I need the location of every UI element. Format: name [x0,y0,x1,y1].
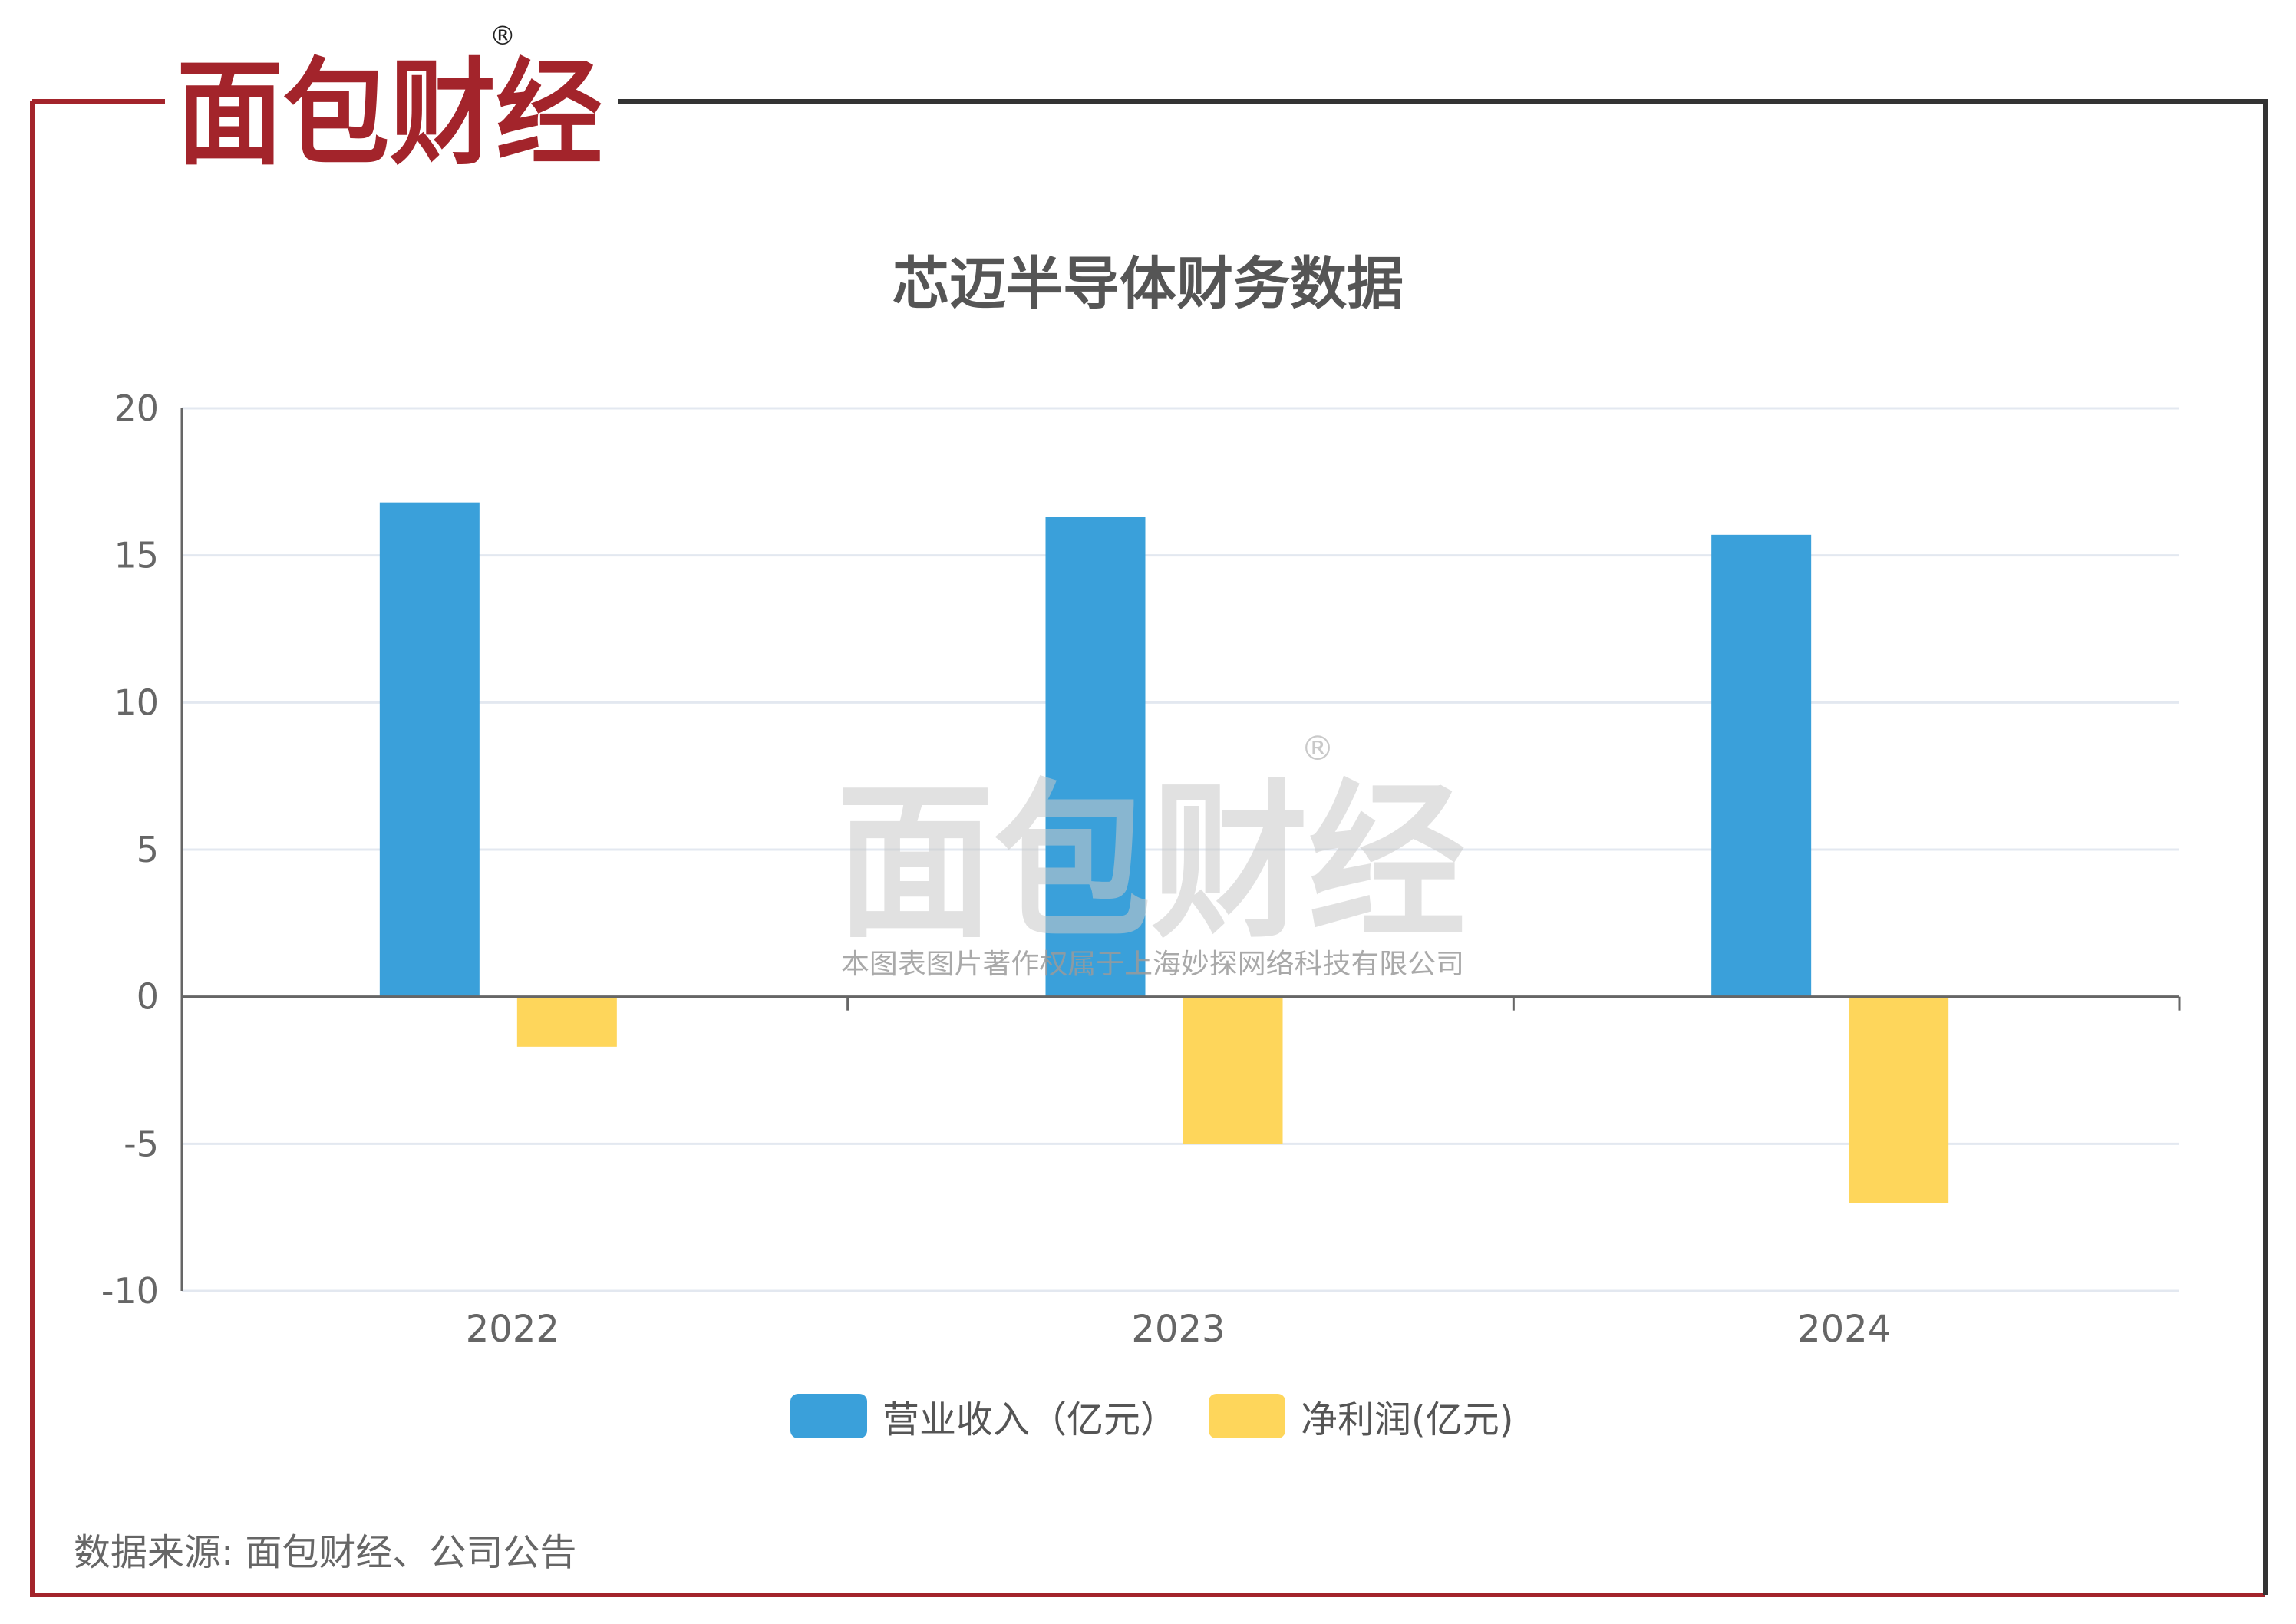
plot-area: 20 15 10 5 0 -5 -10 2022 2023 2024 [101,388,2181,1351]
registered-mark: ® [490,21,516,51]
source-note: 数据来源: 面包财经、公司公告 [74,1531,577,1574]
x-tick-label: 2024 [1797,1308,1891,1351]
y-tick-label: 5 [137,829,159,870]
chart-title: 芯迈半导体财务数据 [892,251,1404,317]
bar-net-profit [1849,996,1949,1203]
watermark-registered-mark: ® [1301,729,1334,768]
bar-revenue [1045,517,1146,997]
frame-border-left [30,101,2265,1597]
watermark-logo-text: 面包财经 [836,764,1466,961]
bar-net-profit [1183,996,1283,1144]
y-tick-label: -5 [124,1123,159,1164]
legend: 营业收入（亿元） 净利润(亿元) [0,1389,2296,1443]
header-logo-text: 面包财经 [176,48,602,181]
legend-swatch-revenue [790,1394,867,1438]
y-tick-label: 10 [114,682,159,723]
y-tick-label: 20 [114,388,159,429]
header-logo: 面包财经 ® [173,21,618,181]
x-tick-label: 2023 [1131,1308,1225,1351]
y-tick-label: 15 [114,535,159,576]
watermark-caption: 本图表图片著作权属于上海妙探网络科技有限公司 [841,949,1464,980]
legend-item-net-profit[interactable]: 净利润(亿元) [1209,1389,1513,1443]
y-tick-label: -10 [101,1270,159,1312]
bar-revenue [1711,534,1812,997]
x-tick-label: 2022 [466,1308,559,1351]
watermark: 面包财经 ® 本图表图片著作权属于上海妙探网络科技有限公司 [836,729,1466,980]
bar-net-profit [516,996,617,1047]
legend-label-net-profit: 净利润(亿元) [1301,1398,1514,1441]
legend-label-revenue: 营业收入（亿元） [882,1398,1178,1441]
frame-border-right [614,99,2268,1595]
legend-swatch-net-profit [1209,1394,1285,1438]
legend-item-revenue[interactable]: 营业收入（亿元） [790,1389,1177,1443]
y-tick-label: 0 [137,976,159,1018]
bar-revenue [379,502,480,997]
